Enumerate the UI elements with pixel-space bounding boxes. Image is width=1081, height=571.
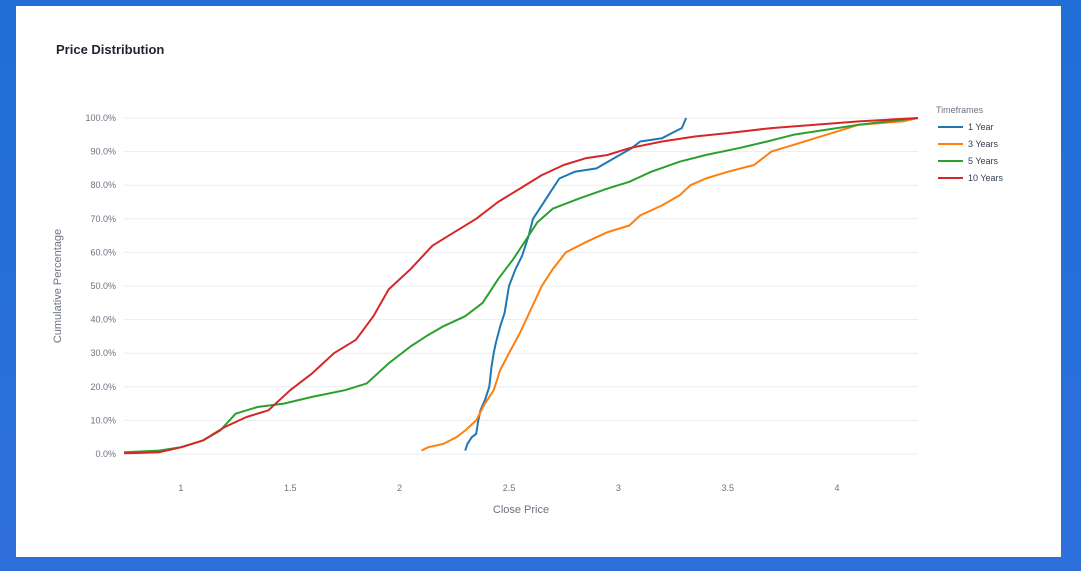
legend-item-label: 1 Year: [968, 122, 994, 132]
y-tick-label: 80.0%: [90, 180, 116, 190]
x-tick-label: 1.5: [284, 483, 297, 493]
legend: Timeframes 1 Year 3 Years 5 Years 10 Years: [936, 105, 1004, 183]
y-tick-label: 60.0%: [90, 247, 116, 257]
legend-item-label: 5 Years: [968, 156, 999, 166]
x-tick-label: 1: [178, 483, 183, 493]
y-tick-label: 100.0%: [85, 113, 116, 123]
x-tick-label: 3.5: [721, 483, 734, 493]
y-axis-ticks: 0.0% 10.0% 20.0% 30.0% 40.0% 50.0% 60.0% 70.0% 8…: [85, 113, 116, 459]
series-lines: [123, 117, 919, 455]
grid-lines: [124, 117, 918, 455]
legend-item-label: 10 Years: [968, 173, 1004, 183]
chart-title: Price Distribution: [56, 42, 165, 57]
y-tick-label: 0.0%: [95, 449, 116, 459]
x-axis-label: Close Price: [493, 504, 549, 516]
x-tick-label: 4: [835, 483, 840, 493]
series-line-1-year: [464, 117, 688, 451]
x-tick-label: 3: [616, 483, 621, 493]
series-line-10-years: [123, 117, 919, 455]
y-tick-label: 90.0%: [90, 147, 116, 157]
y-tick-label: 70.0%: [90, 214, 116, 224]
series-line-5-years: [123, 117, 919, 454]
x-axis-ticks: 1 1.5 2 2.5 3 3.5 4: [178, 483, 839, 493]
legend-item-label: 3 Years: [968, 139, 999, 149]
legend-title: Timeframes: [936, 105, 984, 115]
price-distribution-chart: 0.0% 10.0% 20.0% 30.0% 40.0% 50.0% 60.0% 70.0% 8…: [52, 105, 1004, 516]
y-tick-label: 50.0%: [90, 281, 116, 291]
x-tick-label: 2: [397, 483, 402, 493]
chart-card: Price Distribution 0.0% 10.0% 20.0% 30.0% 40…: [16, 6, 1061, 557]
y-axis-label: Cumulative Percentage: [52, 229, 64, 343]
y-tick-label: 30.0%: [90, 348, 116, 358]
x-tick-label: 2.5: [503, 483, 516, 493]
y-tick-label: 20.0%: [90, 382, 116, 392]
series-line-3-years: [421, 117, 919, 452]
y-tick-label: 10.0%: [90, 415, 116, 425]
y-tick-label: 40.0%: [90, 315, 116, 325]
